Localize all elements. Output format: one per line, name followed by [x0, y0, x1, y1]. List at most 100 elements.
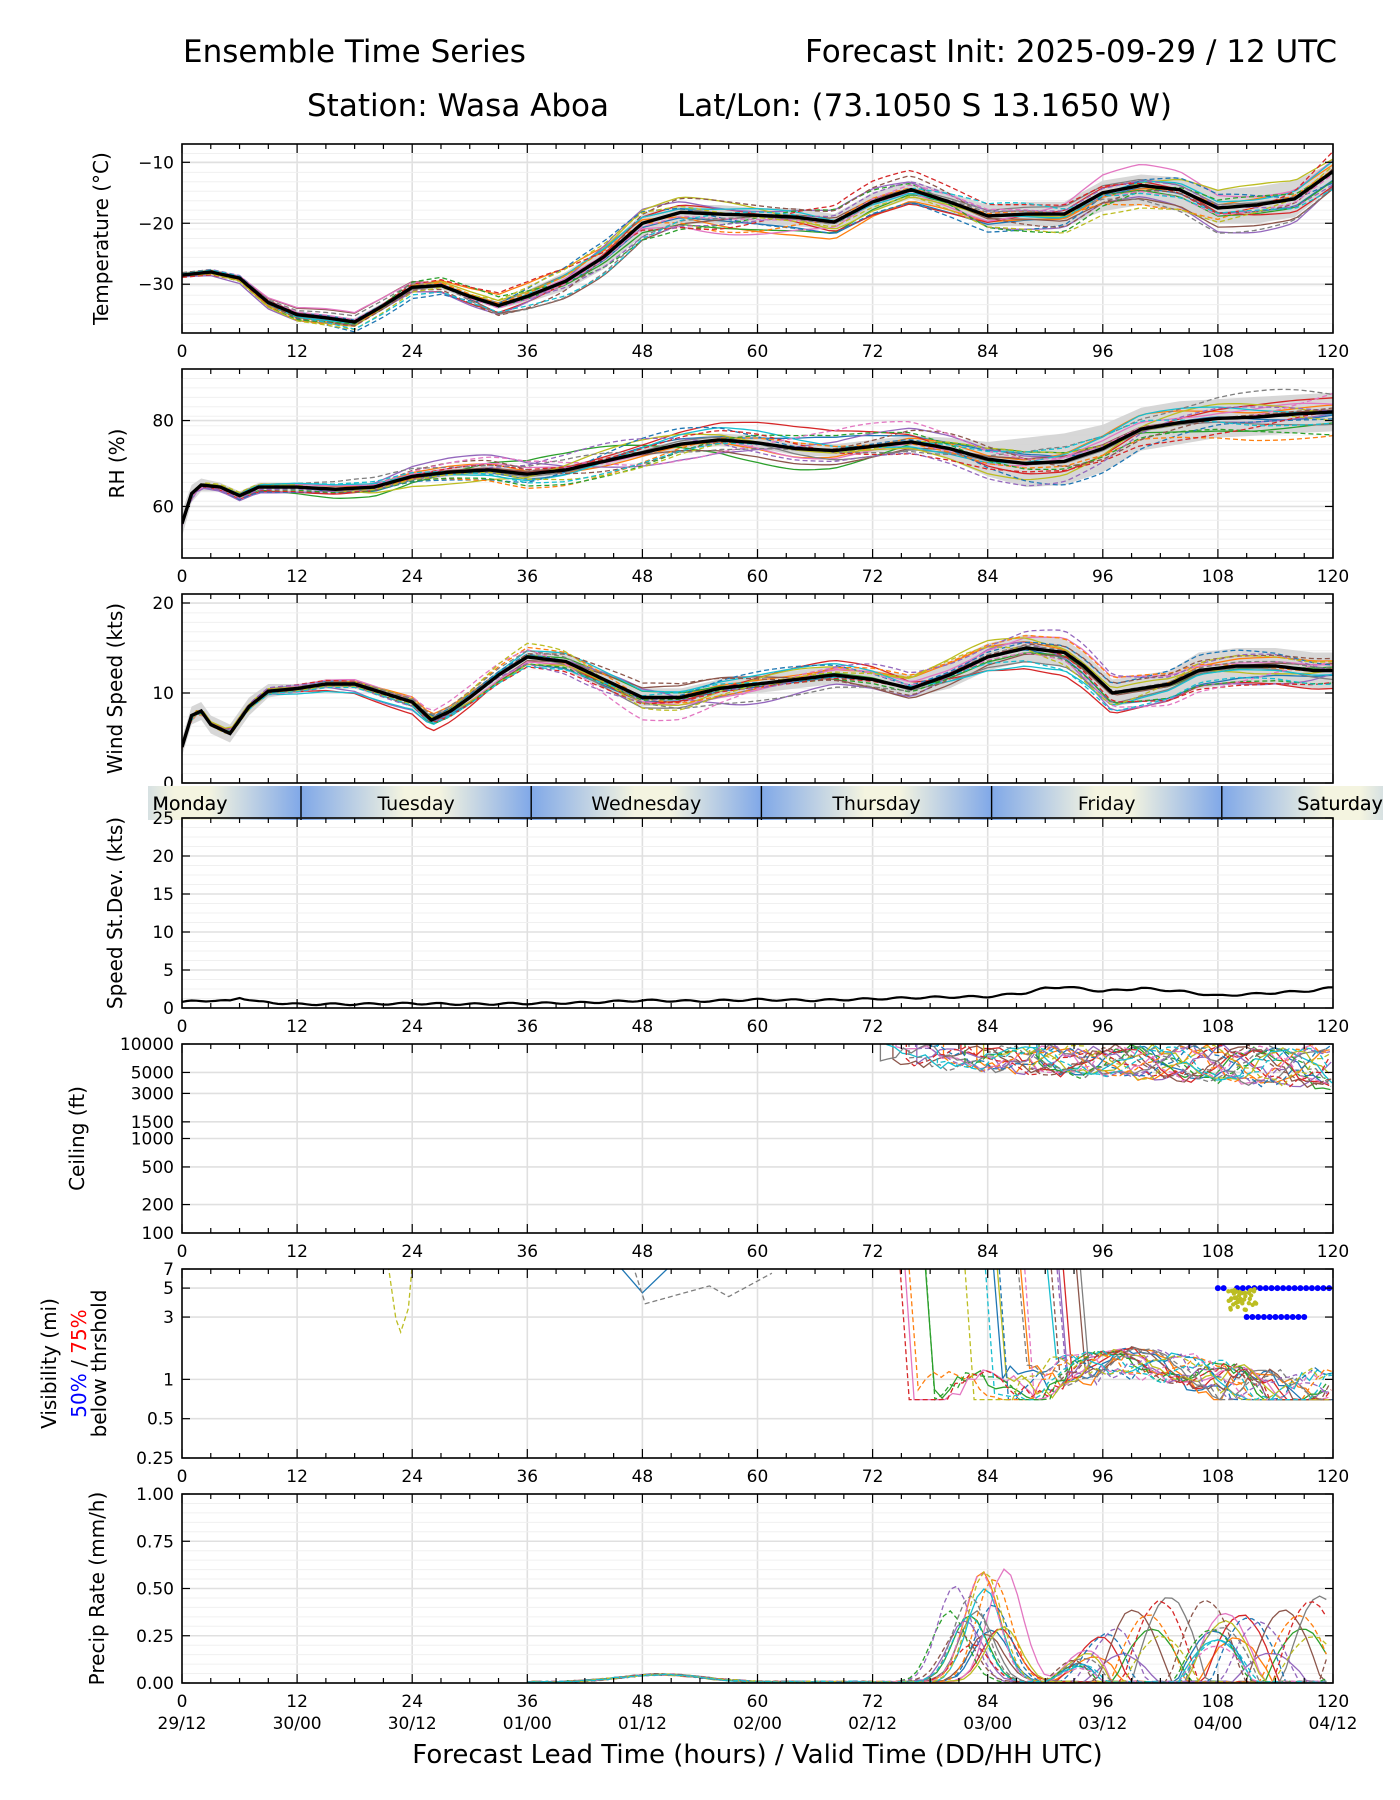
day-bar: Monday Tuesday Wednesday Thursday Friday Satu… — [0, 786, 1400, 820]
figure-title: Ensemble Time Series — [183, 34, 526, 70]
temperature-mean-line — [182, 170, 1333, 324]
visibility-member-dot — [1246, 1300, 1252, 1306]
visibility-threshold-dot — [1260, 1314, 1267, 1321]
x-tick-label: 108 — [1202, 1242, 1234, 1262]
visibility-threshold-dot — [1289, 1314, 1296, 1321]
day-bar-mask — [1383, 786, 1400, 820]
visibility-threshold-dot — [1278, 1314, 1285, 1321]
y-tick-label: 0 — [163, 774, 174, 794]
visibility-member-dot — [1247, 1296, 1253, 1302]
x-tick-label: 0 — [177, 342, 188, 362]
wind-member-line — [182, 660, 1333, 747]
y-tick-label: 0.5 — [147, 1410, 174, 1430]
x-tick-label: 84 — [977, 1242, 999, 1262]
rh-member-line — [182, 428, 1333, 524]
y-axis-label: RH (%) — [105, 429, 129, 499]
x-tick-label: 24 — [401, 342, 423, 362]
visibility-member-line — [998, 1269, 1331, 1401]
y-tick-label: 20 — [152, 594, 174, 614]
y-tick-label: 1500 — [131, 1113, 174, 1133]
temperature-plot-area — [182, 151, 1333, 333]
ceiling-member-line — [886, 1044, 1333, 1084]
latlon-label: Lat/Lon: (73.1050 S 13.1650 W) — [677, 88, 1172, 124]
x-tick-label: 120 — [1317, 1242, 1349, 1262]
visibility-threshold-dot — [1320, 1285, 1327, 1292]
visibility-threshold-dot — [1291, 1285, 1298, 1292]
y-tick-label: 0.75 — [136, 1532, 174, 1552]
valid-time-label: 02/00 — [733, 1714, 782, 1734]
visibility-member-line — [1062, 1269, 1326, 1401]
x-tick-label: 36 — [516, 1017, 538, 1037]
y-tick-label: 60 — [152, 497, 174, 517]
rh-member-line — [182, 406, 1333, 525]
visibility-member-line — [904, 1269, 1329, 1401]
y-tick-label: 15 — [152, 885, 174, 905]
day-band — [301, 786, 532, 820]
x-tick-label: 60 — [747, 1692, 769, 1712]
y-tick-label: 3 — [163, 1308, 174, 1328]
visibility-threshold-dot — [1255, 1314, 1262, 1321]
visibility-member-dot — [1235, 1304, 1240, 1310]
visibility-threshold-dot — [1314, 1285, 1321, 1292]
y-tick-label: 1000 — [131, 1130, 174, 1150]
valid-time-label: 03/00 — [963, 1714, 1012, 1734]
visibility-member-line — [1017, 1269, 1327, 1401]
day-label-thursday: Thursday — [831, 793, 920, 815]
valid-time-label: 03/12 — [1078, 1714, 1127, 1734]
ceiling-member-line — [942, 1044, 1328, 1083]
x-tick-label: 48 — [632, 1242, 654, 1262]
y-tick-label: 0.50 — [136, 1580, 174, 1600]
wind-member-line — [182, 643, 1333, 748]
x-tick-label: 0 — [177, 1017, 188, 1037]
visibility-threshold-dot — [1274, 1285, 1281, 1292]
x-tick-label: 120 — [1317, 567, 1349, 587]
x-axis-label: Forecast Lead Time (hours) / Valid Time … — [412, 1740, 1102, 1770]
temperature-member-line — [182, 173, 1333, 321]
x-tick-label: 96 — [1092, 342, 1114, 362]
temperature-member-line — [182, 168, 1333, 327]
visibility-member-dot — [1228, 1307, 1233, 1312]
x-tick-label: 120 — [1317, 1467, 1349, 1487]
day-band — [1221, 786, 1400, 820]
x-tick-label: 12 — [286, 1467, 308, 1487]
visibility-threshold-dot — [1285, 1285, 1292, 1292]
day-bar-mask — [0, 786, 148, 820]
x-tick-label: 60 — [747, 567, 769, 587]
ceiling-panel: 0 12 24 36 48 60 72 84 96 108 120 100 200 500 10001500… — [65, 1035, 1349, 1262]
y-tick-label: 10000 — [120, 1035, 174, 1055]
visibility-threshold-dot — [1295, 1314, 1302, 1321]
y-axis-label: Temperature (°C) — [89, 152, 113, 326]
day-label-saturday: Saturday — [1297, 793, 1383, 815]
y-axis-label: Precip Rate (mm/h) — [85, 1492, 109, 1686]
visibility-plot-area — [388, 1269, 1333, 1401]
visibility-slash-label: / — [67, 1354, 91, 1373]
x-tick-label: 108 — [1202, 342, 1234, 362]
y-tick-label: 5 — [163, 961, 174, 981]
wind-panel: 0 10 20 Wind Speed (kts) — [103, 593, 1334, 794]
day-band — [991, 786, 1222, 820]
visibility-threshold-dot — [1272, 1314, 1279, 1321]
y-tick-label: 0 — [163, 999, 174, 1019]
y-tick-label: 200 — [142, 1196, 174, 1216]
x-tick-label: 48 — [632, 342, 654, 362]
x-tick-label: 60 — [747, 1467, 769, 1487]
x-tick-label: 72 — [862, 567, 884, 587]
ceiling-member-line — [987, 1044, 1333, 1086]
ceiling-member-line — [1028, 1044, 1329, 1085]
temperature-member-line — [182, 169, 1333, 327]
x-tick-label: 0 — [177, 1467, 188, 1487]
x-tick-label: 72 — [862, 342, 884, 362]
valid-time-label: 04/00 — [1193, 1714, 1242, 1734]
x-tick-label: 72 — [862, 1467, 884, 1487]
x-tick-label: 108 — [1202, 1692, 1234, 1712]
day-band — [761, 786, 992, 820]
y-tick-label: 1.00 — [136, 1485, 174, 1505]
visibility-member-line — [1024, 1269, 1326, 1401]
valid-time-label: 04/12 — [1309, 1714, 1358, 1734]
visibility-threshold-dot — [1301, 1314, 1308, 1321]
day-label-tuesday: Tuesday — [376, 793, 454, 815]
x-tick-label: 72 — [862, 1242, 884, 1262]
visibility-member-dot — [1243, 1307, 1249, 1313]
visibility-member-dot — [1242, 1290, 1248, 1296]
valid-time-label: 02/12 — [848, 1714, 897, 1734]
